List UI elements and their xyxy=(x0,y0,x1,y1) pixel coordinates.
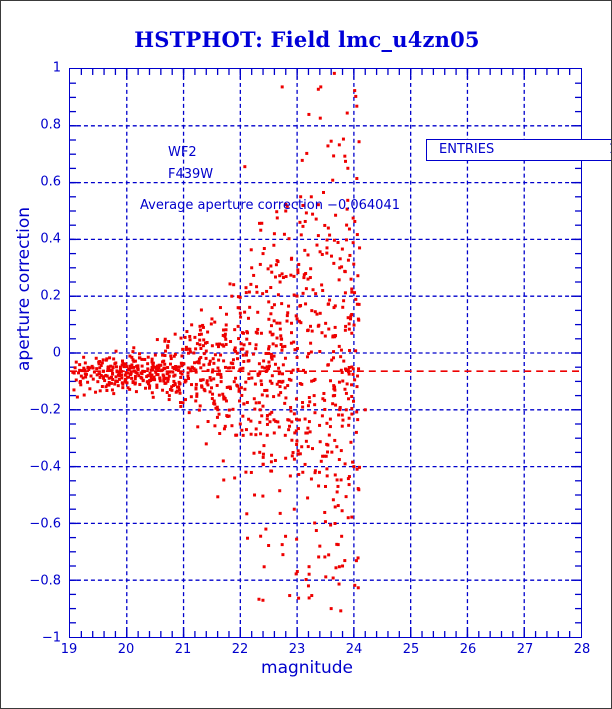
y-tick-label: 0.2 xyxy=(40,288,61,304)
x-tick-label: 22 xyxy=(231,642,249,657)
scatter-plot-canvas xyxy=(70,69,581,637)
x-tick-label: 28 xyxy=(573,642,591,657)
x-tick-label: 24 xyxy=(345,642,363,657)
x-tick-label: 20 xyxy=(117,642,135,657)
y-tick-label: −1 xyxy=(41,630,61,646)
y-tick-label: 0.4 xyxy=(40,231,61,247)
entries-box: ENTRIES 1099 xyxy=(426,139,611,161)
x-axis-title: magnitude xyxy=(261,658,353,678)
x-tick-label: 21 xyxy=(174,642,192,657)
detector-label: WF2 xyxy=(168,145,197,160)
x-tick-label: 26 xyxy=(459,642,477,657)
y-tick-label: −0.4 xyxy=(29,459,61,475)
entries-label: ENTRIES xyxy=(439,142,495,157)
entries-value: 1099 xyxy=(609,142,611,157)
filter-label: F439W xyxy=(168,167,214,182)
plot-area: WF2 F439W Average aperture correction −0… xyxy=(69,68,611,638)
page-title: HSTPHOT: Field lmc_u4zn05 xyxy=(134,27,480,52)
y-tick-label: 0.6 xyxy=(40,174,61,190)
y-tick-label: −0.8 xyxy=(29,573,61,589)
x-tick-label: 23 xyxy=(288,642,306,657)
x-tick-label: 25 xyxy=(402,642,420,657)
x-tick-label: 27 xyxy=(516,642,534,657)
y-tick-label: −0.2 xyxy=(29,402,61,418)
y-tick-label: 0 xyxy=(52,345,61,361)
y-tick-label: −0.6 xyxy=(29,516,61,532)
average-correction-label: Average aperture correction −0.064041 xyxy=(140,198,400,213)
y-tick-label: 1 xyxy=(52,60,61,76)
y-axis-title: aperture correction xyxy=(14,207,34,371)
y-tick-label: 0.8 xyxy=(40,117,61,133)
x-tick-label: 19 xyxy=(60,642,78,657)
